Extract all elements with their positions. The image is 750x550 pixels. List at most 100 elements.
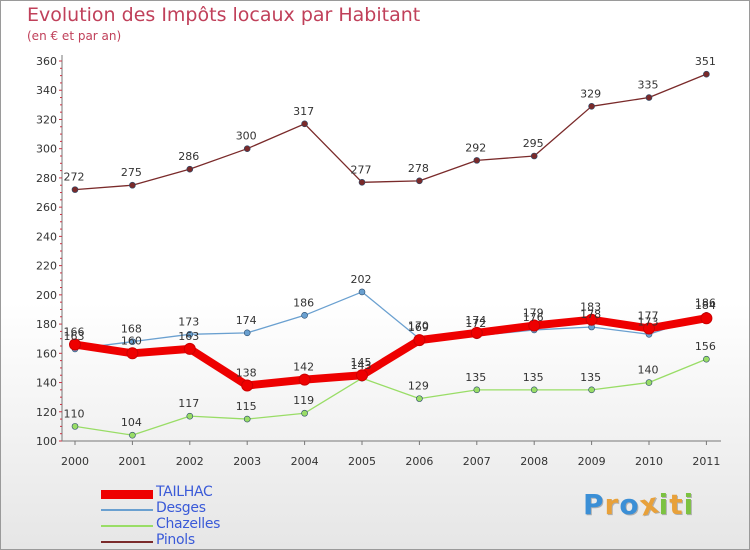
brand-letter: i [658, 488, 670, 521]
data-point-tailhac [183, 342, 196, 355]
data-point-tailhac [298, 373, 311, 386]
data-point-desges [186, 331, 194, 338]
data-label-chazelles: 135 [580, 371, 601, 384]
legend-label: Desges [156, 500, 206, 516]
y-tick-label: 240 [36, 230, 57, 243]
data-point-pinols [71, 186, 79, 193]
data-label-pinols: 335 [638, 79, 659, 92]
brand-letter: i [683, 488, 695, 521]
brand-letter: t [669, 488, 684, 521]
data-label-pinols: 300 [236, 130, 257, 143]
data-point-pinols [358, 179, 366, 186]
data-label-desges: 170 [408, 320, 429, 333]
y-tick-label: 300 [36, 143, 57, 156]
y-tick-label: 100 [36, 435, 57, 448]
x-tick-label: 2007 [463, 455, 491, 468]
data-label-desges: 173 [178, 315, 199, 328]
data-point-pinols [588, 103, 595, 110]
data-label-desges: 174 [236, 314, 257, 327]
data-point-desges [243, 329, 251, 337]
data-label-desges: 168 [121, 323, 142, 336]
x-tick-label: 2009 [578, 455, 606, 468]
data-label-desges: 176 [523, 311, 544, 324]
x-tick-label: 2000 [61, 455, 89, 468]
data-point-tailhac [470, 326, 483, 339]
data-point-chazelles [645, 379, 653, 386]
data-point-tailhac [643, 322, 655, 335]
y-tick-label: 180 [36, 318, 57, 331]
data-point-chazelles [703, 355, 710, 363]
data-label-tailhac: 179 [523, 307, 544, 320]
data-label-chazelles: 156 [695, 340, 716, 353]
brand-logo: Proxiti [583, 486, 695, 522]
data-point-chazelles [530, 386, 538, 394]
chart-subtitle: (en € et par an) [27, 29, 122, 43]
data-point-tailhac [356, 369, 368, 382]
data-label-chazelles: 119 [293, 394, 314, 407]
legend-swatch [101, 525, 153, 527]
x-tick-label: 2005 [348, 455, 376, 468]
data-label-tailhac: 160 [121, 334, 142, 347]
data-label-chazelles: 135 [523, 371, 544, 384]
x-tick-label: 2008 [520, 455, 548, 468]
data-point-chazelles [473, 386, 481, 394]
brand-letter: o [619, 488, 640, 521]
data-label-tailhac: 174 [465, 314, 486, 327]
data-label-pinols: 278 [408, 162, 429, 175]
data-point-pinols [473, 157, 481, 164]
data-label-desges: 172 [465, 317, 486, 330]
data-point-pinols [645, 94, 653, 101]
data-point-chazelles [186, 412, 194, 420]
data-label-tailhac: 142 [293, 361, 314, 374]
data-point-pinols [301, 120, 308, 128]
data-label-desges: 178 [580, 308, 601, 321]
data-label-chazelles: 110 [64, 407, 85, 420]
brand-letter: P [583, 488, 605, 521]
data-point-tailhac [528, 319, 541, 332]
data-point-tailhac [585, 313, 598, 326]
series-line-desges [74, 291, 708, 350]
data-label-tailhac: 138 [236, 366, 257, 379]
data-point-chazelles [243, 415, 251, 423]
data-label-pinols: 292 [465, 141, 486, 154]
data-point-chazelles [129, 431, 136, 439]
x-tick-label: 2011 [692, 455, 720, 468]
y-tick-label: 260 [36, 201, 57, 214]
x-tick-label: 2004 [291, 455, 319, 468]
data-label-pinols: 277 [351, 163, 372, 176]
data-label-tailhac: 169 [408, 321, 429, 334]
data-label-tailhac: 145 [351, 356, 372, 369]
data-point-chazelles [301, 409, 308, 417]
data-point-pinols [186, 165, 194, 173]
data-point-chazelles [71, 423, 79, 430]
y-tick-label: 340 [36, 84, 57, 97]
chart-title: Evolution des Impôts locaux par Habitant [27, 4, 421, 26]
data-label-desges: 202 [351, 273, 372, 286]
y-tick-label: 120 [36, 406, 57, 419]
data-label-desges: 163 [64, 330, 85, 343]
data-label-chazelles: 140 [638, 364, 659, 377]
data-point-pinols [129, 181, 136, 189]
data-label-pinols: 275 [121, 166, 142, 179]
data-point-desges [358, 288, 366, 296]
data-label-pinols: 329 [580, 87, 601, 100]
data-label-tailhac: 166 [64, 326, 85, 339]
data-point-chazelles [416, 395, 423, 402]
data-label-chazelles: 129 [408, 380, 429, 393]
data-point-pinols [243, 145, 251, 152]
data-label-pinols: 351 [695, 55, 716, 68]
x-tick-label: 2006 [405, 455, 433, 468]
data-point-pinols [416, 177, 423, 185]
data-point-chazelles [588, 386, 595, 394]
data-label-desges: 173 [638, 315, 659, 328]
data-point-tailhac [69, 338, 81, 351]
data-label-pinols: 317 [293, 105, 314, 118]
brand-letter: r [604, 488, 620, 521]
data-label-desges: 186 [293, 296, 314, 309]
data-label-tailhac: 184 [695, 299, 716, 312]
data-label-chazelles: 135 [465, 371, 486, 384]
data-point-pinols [703, 70, 710, 78]
x-tick-label: 2002 [176, 455, 204, 468]
